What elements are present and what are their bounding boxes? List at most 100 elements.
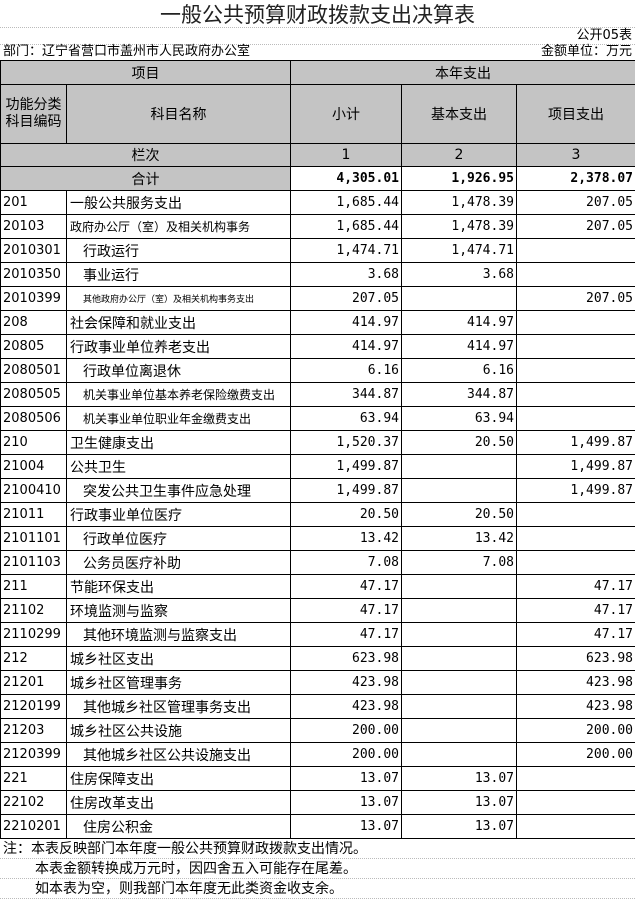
row-basic [401,670,517,695]
row-name: 机关事业单位基本养老保险缴费支出 [66,382,291,407]
row-subtotal: 623.98 [290,646,402,671]
header-basic: 基本支出 [401,84,517,144]
row-code: 21102 [0,598,67,623]
row-name: 政府办公厅（室）及相关机构事务 [66,214,291,239]
row-code: 2120199 [0,694,67,719]
row-project: 1,499.87 [515,430,635,455]
row-subtotal: 414.97 [290,310,402,335]
row-code: 21201 [0,670,67,695]
row-subtotal: 423.98 [290,670,402,695]
row-project [515,238,635,263]
row-project [515,406,635,431]
table-number-row: 公开05表 [0,27,635,45]
row-code: 20103 [0,214,67,239]
row-project: 47.17 [515,598,635,623]
header-project: 项目支出 [515,84,635,144]
table-row: 2010399 其他政府办公厅（室）及相关机构事务支出 207.05 207.05 [0,286,635,311]
notes: 注：本表反映部门本年度一般公共预算财政拨款支出情况。 本表金额转换成万元时，因四… [0,839,635,899]
table-row: 2120399 其他城乡社区公共设施支出 200.00 200.00 [0,742,635,767]
row-project [515,526,635,551]
row-subtotal: 6.16 [290,358,402,383]
row-basic [401,286,517,311]
table-row: 2120199 其他城乡社区管理事务支出 423.98 423.98 [0,694,635,719]
row-code: 2080501 [0,358,67,383]
row-subtotal: 3.68 [290,262,402,287]
row-subtotal: 13.42 [290,526,402,551]
row-code: 212 [0,646,67,671]
row-name: 行政事业单位养老支出 [66,334,291,359]
table-row: 21102 环境监测与监察 47.17 47.17 [0,598,635,623]
table-row: 2010350 事业运行 3.68 3.68 [0,262,635,287]
row-code: 2101103 [0,550,67,575]
table-row: 221 住房保障支出 13.07 13.07 [0,766,635,791]
row-subtotal: 1,499.87 [290,454,402,479]
row-project: 1,499.87 [515,454,635,479]
row-basic [401,478,517,503]
row-code: 208 [0,310,67,335]
row-code: 2110299 [0,622,67,647]
row-name: 行政事业单位医疗 [66,502,291,527]
row-subtotal: 13.07 [290,790,402,815]
note-2: 本表金额转换成万元时，因四舍五入可能存在尾差。 [0,859,635,879]
row-name: 一般公共服务支出 [66,190,291,215]
row-project [515,334,635,359]
row-name: 住房改革支出 [66,790,291,815]
total-label: 合计 [0,166,291,191]
row-project: 623.98 [515,646,635,671]
row-code: 2080505 [0,382,67,407]
row-code: 21004 [0,454,67,479]
table-row: 2080506 机关事业单位职业年金缴费支出 63.94 63.94 [0,406,635,431]
row-code: 2010399 [0,286,67,311]
row-basic [401,694,517,719]
row-name: 城乡社区公共设施 [66,718,291,743]
row-code: 2120399 [0,742,67,767]
row-basic: 13.07 [401,814,517,839]
total-subtotal: 4,305.01 [290,166,402,191]
header-item: 项目 [0,60,291,85]
department-label: 部门：辽宁省营口市盖州市人民政府办公室 [3,44,251,59]
row-project [515,382,635,407]
row-name: 城乡社区支出 [66,646,291,671]
row-project: 207.05 [515,214,635,239]
row-basic: 414.97 [401,310,517,335]
table-row: 208 社会保障和就业支出 414.97 414.97 [0,310,635,335]
row-subtotal: 1,685.44 [290,214,402,239]
row-name: 其他环境监测与监察支出 [66,622,291,647]
row-name: 机关事业单位职业年金缴费支出 [66,406,291,431]
row-code: 201 [0,190,67,215]
row-subtotal: 1,520.37 [290,430,402,455]
row-name: 卫生健康支出 [66,430,291,455]
row-subtotal: 63.94 [290,406,402,431]
total-basic: 1,926.95 [401,166,517,191]
row-project: 200.00 [515,742,635,767]
row-name: 突发公共卫生事件应急处理 [66,478,291,503]
row-name: 其他政府办公厅（室）及相关机构事务支出 [66,286,291,311]
row-name: 住房公积金 [66,814,291,839]
row-basic [401,718,517,743]
row-basic: 3.68 [401,262,517,287]
row-basic: 13.07 [401,790,517,815]
row-basic [401,574,517,599]
header-row-1: 项目 本年支出 [0,60,635,85]
row-subtotal: 1,474.71 [290,238,402,263]
row-basic: 1,478.39 [401,214,517,239]
row-subtotal: 200.00 [290,742,402,767]
row-subtotal: 423.98 [290,694,402,719]
row-name: 社会保障和就业支出 [66,310,291,335]
row-name: 行政单位医疗 [66,526,291,551]
row-basic: 414.97 [401,334,517,359]
row-basic: 20.50 [401,430,517,455]
table-row: 21201 城乡社区管理事务 423.98 423.98 [0,670,635,695]
table-row: 2101103 公务员医疗补助 7.08 7.08 [0,550,635,575]
table-row: 21203 城乡社区公共设施 200.00 200.00 [0,718,635,743]
row-code: 2010350 [0,262,67,287]
table-row: 2080501 行政单位离退休 6.16 6.16 [0,358,635,383]
row-project [515,766,635,791]
table-row: 210 卫生健康支出 1,520.37 20.50 1,499.87 [0,430,635,455]
table-row: 2100410 突发公共卫生事件应急处理 1,499.87 1,499.87 [0,478,635,503]
row-code: 2101101 [0,526,67,551]
row-subtotal: 47.17 [290,574,402,599]
row-subtotal: 13.07 [290,766,402,791]
table-row: 22102 住房改革支出 13.07 13.07 [0,790,635,815]
info-row: 部门：辽宁省营口市盖州市人民政府办公室 金额单位：万元 [0,43,635,60]
